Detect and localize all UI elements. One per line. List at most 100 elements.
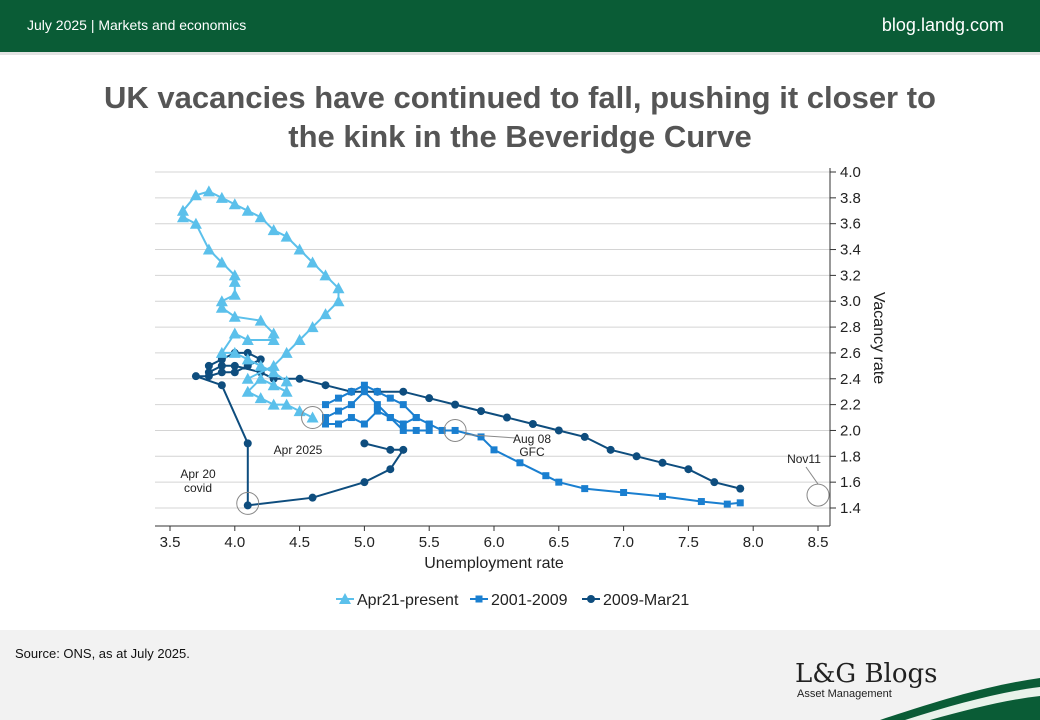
data-point xyxy=(191,372,200,381)
data-point xyxy=(373,388,381,396)
data-point xyxy=(373,407,381,415)
data-point xyxy=(189,217,202,229)
data-point xyxy=(555,478,563,486)
data-point xyxy=(267,327,280,339)
footer: Source: ONS, as at July 2025. L&G Blogs … xyxy=(0,630,1040,720)
data-point xyxy=(176,204,189,216)
data-point xyxy=(347,388,355,396)
site-link[interactable]: blog.landg.com xyxy=(881,15,1004,35)
data-point xyxy=(280,346,293,358)
data-point xyxy=(360,439,369,448)
x-tick-label: 7.5 xyxy=(678,534,699,551)
data-point xyxy=(658,458,667,467)
data-point xyxy=(554,426,563,435)
data-point xyxy=(254,372,267,384)
data-point xyxy=(204,372,213,381)
annotation-leader xyxy=(465,433,517,439)
data-point xyxy=(267,398,280,410)
annotation-label: Apr 20 xyxy=(180,467,216,481)
data-point xyxy=(620,488,628,496)
data-point xyxy=(215,295,228,307)
data-point xyxy=(243,501,252,510)
legend-label: 2001-2009 xyxy=(491,592,568,609)
data-point xyxy=(322,420,330,428)
source-note: Source: ONS, as at July 2025. xyxy=(15,646,190,661)
annotation-label: Aug 08 xyxy=(513,432,551,446)
legend-marker xyxy=(587,595,595,603)
data-point xyxy=(228,269,241,281)
legend-marker xyxy=(475,595,483,603)
data-point xyxy=(321,381,330,390)
data-point xyxy=(360,478,369,487)
y-tick-label: 3.4 xyxy=(840,242,861,259)
data-point xyxy=(334,420,342,428)
data-point xyxy=(332,282,345,294)
annotation-label: GFC xyxy=(519,445,545,459)
x-tick-label: 6.5 xyxy=(548,534,569,551)
data-point xyxy=(412,426,420,434)
data-point xyxy=(386,445,395,454)
title-line-2: the kink in the Beveridge Curve xyxy=(288,119,752,154)
data-point xyxy=(425,426,433,434)
data-point xyxy=(451,400,460,409)
data-point xyxy=(425,420,433,428)
series-line-2009-mar21 xyxy=(195,351,741,507)
data-point xyxy=(477,407,486,416)
y-tick-label: 3.2 xyxy=(840,267,861,284)
data-point xyxy=(306,321,319,333)
y-tick-label: 3.0 xyxy=(840,293,861,310)
data-point xyxy=(280,230,293,242)
data-point xyxy=(542,472,550,480)
data-point xyxy=(267,334,280,345)
data-point xyxy=(399,420,407,428)
data-point xyxy=(280,398,293,410)
data-point xyxy=(723,500,731,508)
data-point xyxy=(308,493,317,502)
data-point xyxy=(490,446,498,454)
data-point xyxy=(438,426,446,434)
data-point xyxy=(254,211,267,223)
data-point xyxy=(280,375,293,387)
y-tick-label: 2.6 xyxy=(840,345,861,362)
annotation-circle xyxy=(301,406,325,430)
data-point xyxy=(360,420,368,428)
data-point xyxy=(658,492,666,500)
x-tick-label: 5.0 xyxy=(354,534,375,551)
data-point xyxy=(228,346,241,358)
data-point xyxy=(217,361,226,370)
annotation-leader xyxy=(805,466,819,485)
data-point xyxy=(477,433,485,441)
y-tick-label: 1.6 xyxy=(840,474,861,491)
data-point xyxy=(228,310,241,322)
data-point xyxy=(306,411,319,423)
series-line-2001-2009 xyxy=(324,384,741,506)
data-point xyxy=(425,394,434,403)
data-point xyxy=(736,499,744,507)
data-point xyxy=(215,301,228,313)
data-point xyxy=(228,327,241,339)
data-point xyxy=(322,414,330,422)
data-point xyxy=(295,374,304,383)
annotation-circle xyxy=(236,491,260,515)
x-tick-label: 6.0 xyxy=(484,534,505,551)
data-point xyxy=(451,426,459,434)
brand-swoosh xyxy=(880,678,1040,720)
y-tick-label: 2.0 xyxy=(840,422,861,439)
data-point xyxy=(202,243,215,255)
data-point xyxy=(697,498,705,506)
title-line-1: UK vacancies have continued to fall, pus… xyxy=(103,80,936,115)
data-point xyxy=(736,484,745,493)
data-point xyxy=(334,407,342,415)
data-point xyxy=(373,401,381,409)
data-point xyxy=(684,465,693,474)
legend-label: Apr21-present xyxy=(357,592,459,609)
data-point xyxy=(254,314,267,326)
data-point xyxy=(399,445,408,454)
y-tick-label: 2.8 xyxy=(840,319,861,336)
data-point xyxy=(215,346,228,358)
data-point xyxy=(280,385,293,397)
data-point xyxy=(319,308,332,320)
data-point xyxy=(332,295,345,307)
data-point xyxy=(241,334,254,345)
data-point xyxy=(217,368,226,377)
